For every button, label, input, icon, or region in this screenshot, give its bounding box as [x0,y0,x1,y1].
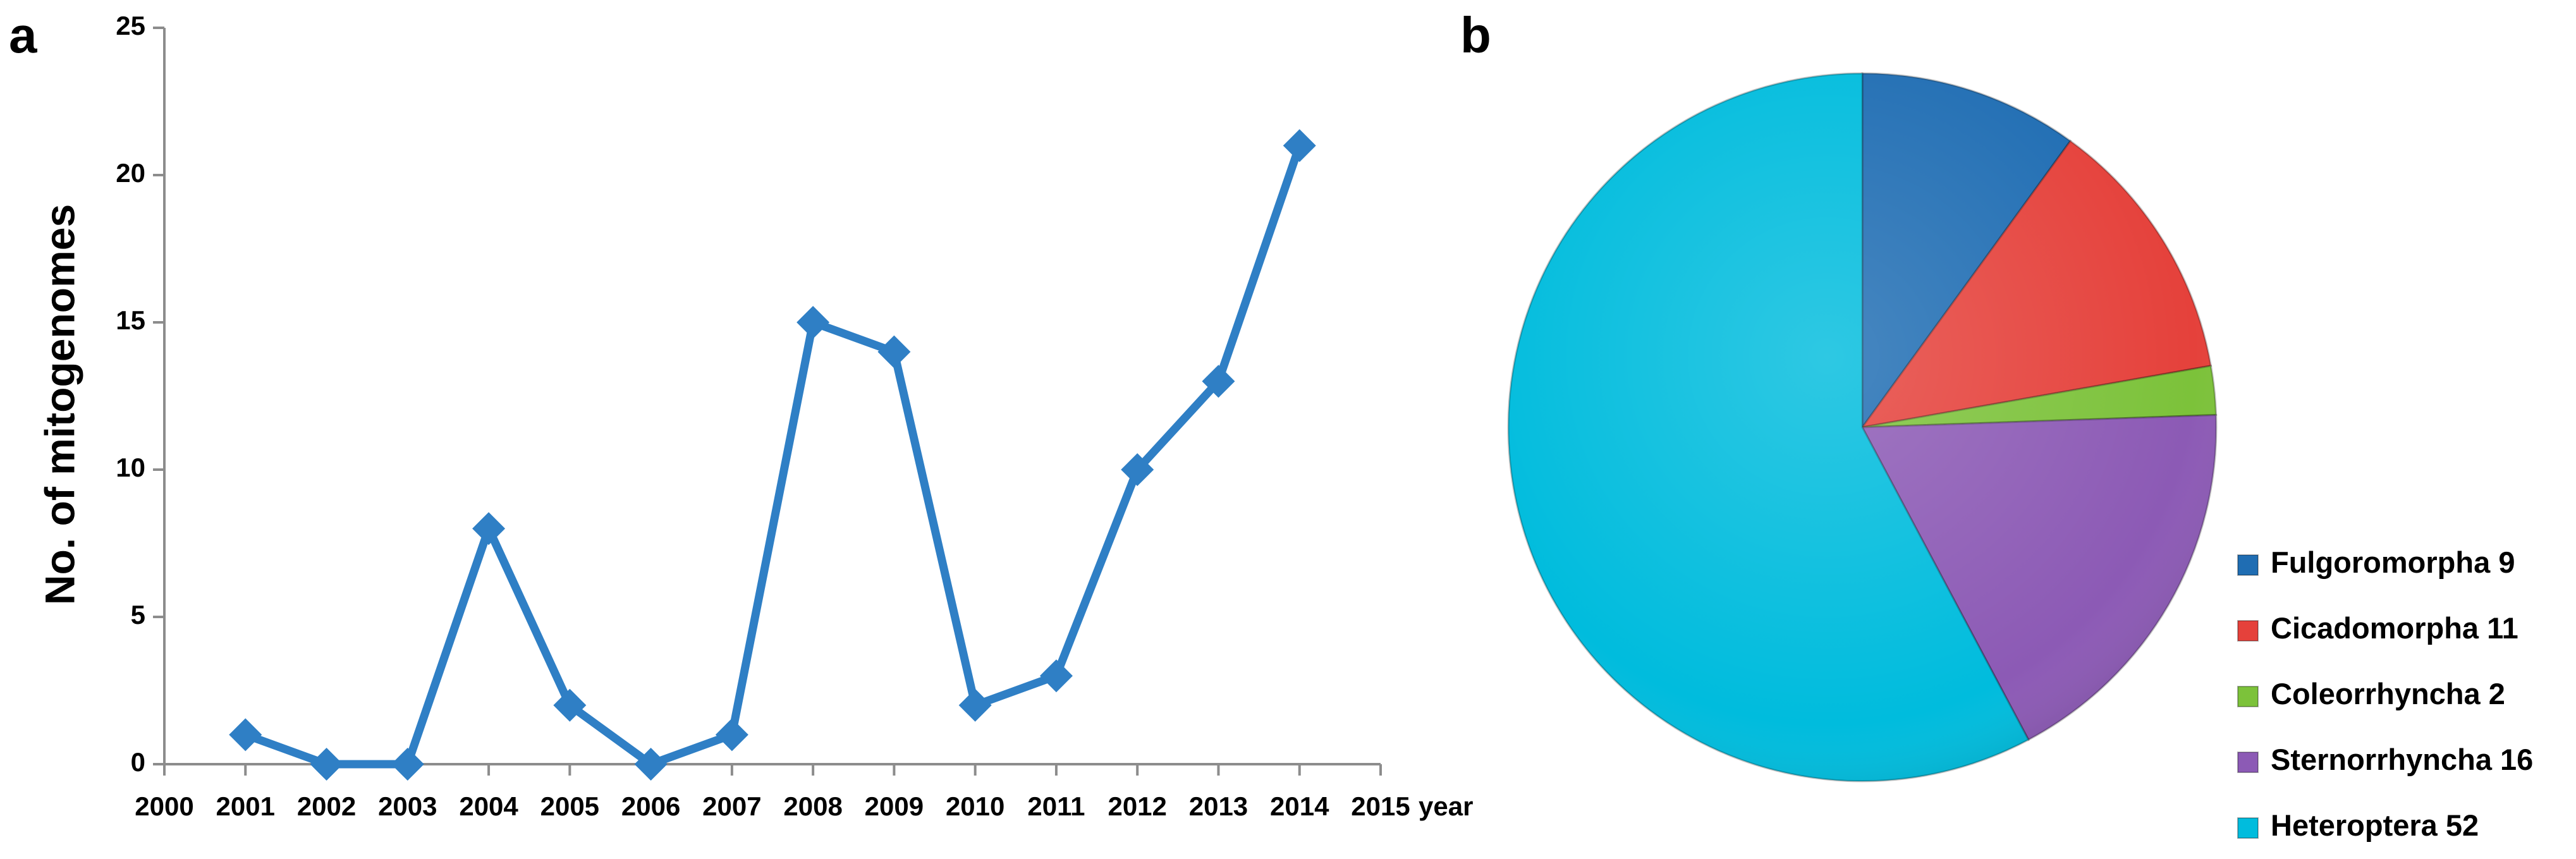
data-point [553,688,587,722]
x-tick-label: 2011 [1027,791,1085,821]
legend-value: 9 [2498,545,2515,579]
data-line [244,144,1303,769]
legend-name: Coleorrhyncha [2271,677,2481,710]
data-point [877,335,911,369]
data-point [797,306,830,339]
data-point [229,718,262,752]
data-point [958,688,992,722]
x-tick-label: 2006 [621,791,680,821]
data-point [1039,659,1073,693]
legend-swatch [2237,752,2259,773]
legend-swatch [2237,620,2259,642]
x-tick-label: 2003 [378,791,437,821]
legend-label: Fulgoromorpha 9 [2271,545,2515,579]
legend-label: Coleorrhyncha 2 [2271,677,2505,710]
legend-swatch [2237,554,2259,576]
x-tick-label: 2009 [865,791,924,821]
legend-label: Sternorrhyncha 16 [2271,743,2533,776]
data-point [391,748,424,781]
legend-name: Sternorrhyncha [2271,743,2493,776]
x-tick-label: 2001 [216,791,275,821]
y-tick-label: 20 [116,158,145,188]
data-point [472,512,506,545]
y-tick-label: 0 [131,747,145,777]
y-axis-label: No. of mitogenomes [36,204,83,605]
x-tick-label: 2013 [1189,791,1248,821]
legend-value: 2 [2489,677,2505,710]
legend-name: Heteroptera [2271,808,2438,842]
y-tick-label: 15 [116,305,145,335]
legend-swatch [2237,686,2259,707]
data-point [1202,365,1235,398]
data-point [1121,453,1154,486]
legend-value: 52 [2446,808,2479,842]
panel-label: b [1460,7,1491,63]
x-tick-label: 2008 [783,791,842,821]
x-tick-label: 2010 [946,791,1004,821]
legend-label: Heteroptera 52 [2271,808,2479,842]
x-tick-label: 2002 [297,791,356,821]
legend-value: 16 [2500,743,2533,776]
x-tick-label: 2015 [1351,791,1410,821]
x-tick-label: 2007 [702,791,761,821]
legend-swatch [2237,817,2259,839]
y-tick-label: 10 [116,453,145,482]
x-tick-label: 2014 [1270,791,1329,821]
legend-value: 11 [2487,611,2518,645]
x-axis-label: year [1419,791,1473,821]
y-tick-label: 25 [116,11,145,40]
data-point [715,718,748,752]
data-point [1283,129,1316,162]
legend-name: Cicadomorpha [2271,611,2479,645]
x-tick-label: 2012 [1108,791,1166,821]
legend-name: Fulgoromorpha [2271,545,2491,579]
data-point [310,748,343,781]
x-tick-label: 2005 [540,791,599,821]
y-tick-label: 5 [131,600,145,630]
panel-label: a [9,7,37,63]
x-tick-label: 2004 [459,791,518,821]
data-point [634,748,668,781]
x-tick-label: 2000 [135,791,193,821]
legend-label: Cicadomorpha 11 [2271,611,2518,645]
